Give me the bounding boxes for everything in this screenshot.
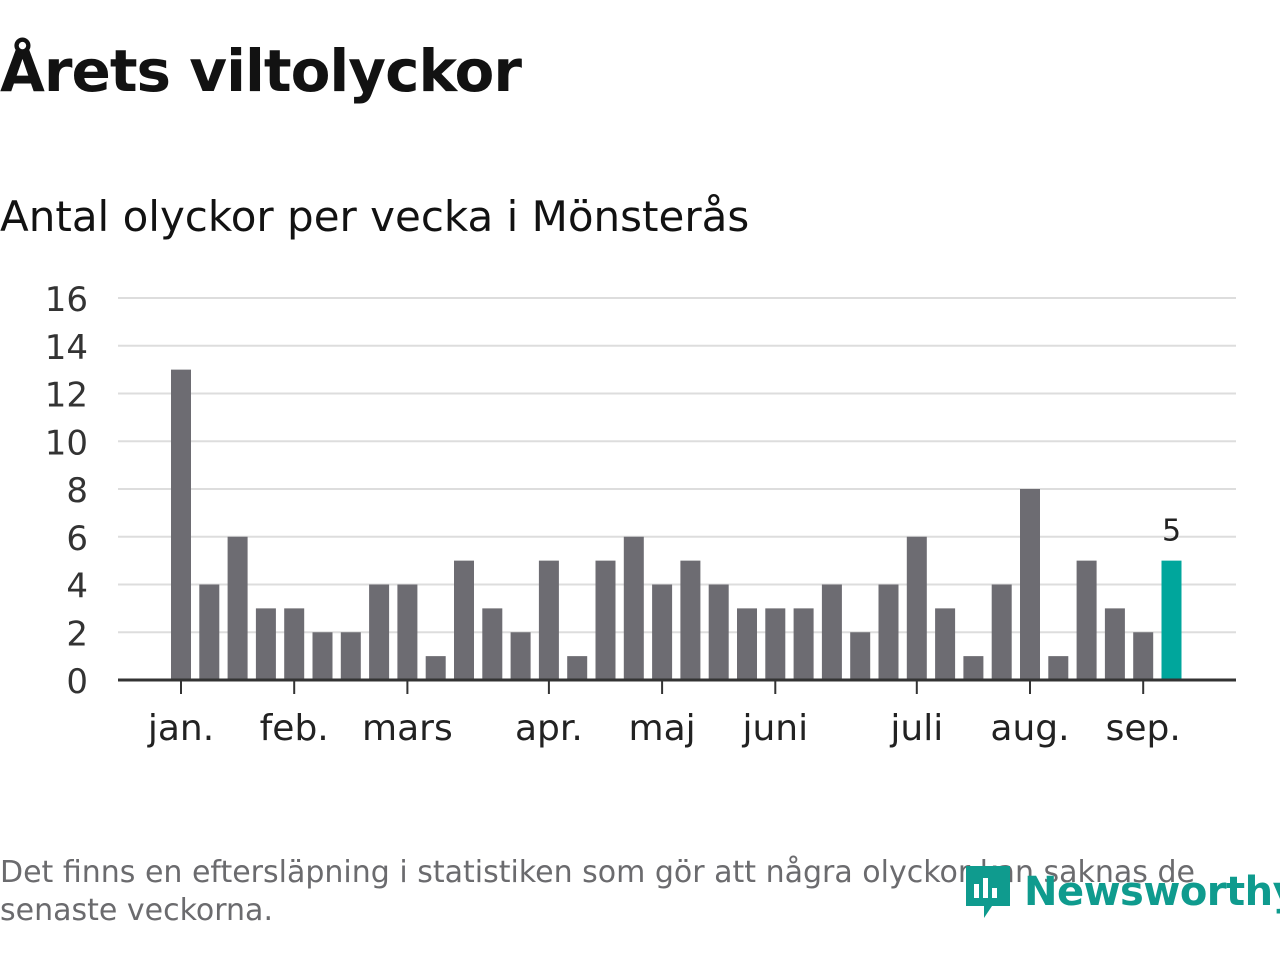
y-tick-label: 12	[45, 376, 88, 416]
y-tick-label: 16	[45, 280, 88, 320]
x-tick-label: juli	[889, 708, 943, 749]
data-label: 5	[1162, 514, 1181, 549]
bar	[963, 656, 984, 680]
x-tick-label: juni	[741, 708, 808, 749]
chart-title: Årets viltolyckor	[0, 37, 522, 105]
y-tick-label: 8	[66, 471, 88, 511]
bar	[652, 584, 673, 680]
bar	[171, 369, 191, 680]
bar	[340, 632, 361, 680]
bar	[793, 608, 814, 680]
x-tick-label: feb.	[260, 708, 329, 749]
bar-highlight	[1161, 560, 1182, 680]
bar	[1104, 608, 1125, 680]
y-tick-label: 0	[66, 662, 88, 702]
bar	[595, 560, 616, 680]
bar	[369, 584, 390, 680]
newsworthy-logo: Newsworthy	[962, 860, 1280, 924]
bar	[312, 632, 333, 680]
bar	[623, 536, 644, 680]
bar	[510, 632, 531, 680]
bar	[397, 584, 418, 680]
chart-subtitle: Antal olyckor per vecka i Mönsterås	[0, 192, 750, 241]
bar	[1048, 656, 1069, 680]
y-tick-label: 6	[66, 519, 88, 559]
bar	[737, 608, 757, 680]
y-tick-label: 14	[45, 328, 88, 368]
bar	[991, 584, 1012, 680]
newsworthy-logo-icon	[966, 866, 1010, 918]
bar	[935, 608, 956, 680]
bar	[284, 608, 305, 680]
bar	[765, 608, 786, 680]
x-tick-label: sep.	[1106, 708, 1181, 749]
bar	[227, 536, 248, 680]
bar	[1076, 560, 1097, 680]
bar	[454, 560, 474, 680]
x-tick-label: mars	[362, 708, 453, 749]
y-tick-label: 2	[66, 614, 88, 654]
logo-text: Newsworthy	[1024, 869, 1280, 915]
x-tick-label: maj	[629, 708, 696, 749]
bar	[1133, 632, 1154, 680]
bar	[850, 632, 871, 680]
x-tick-label: jan.	[147, 708, 214, 749]
x-tick-label: apr.	[515, 708, 583, 749]
x-tick-label: aug.	[990, 708, 1069, 749]
bar-chart: 0 2 4 6 8 10 12 14 16 5 jan. feb. mars apr. maj juni jul…	[45, 280, 1236, 749]
y-tick-label: 10	[45, 423, 88, 463]
bar	[821, 584, 842, 680]
bar	[255, 608, 276, 680]
bar	[538, 560, 559, 680]
bar	[878, 584, 899, 680]
bar	[199, 584, 220, 680]
bar	[482, 608, 503, 680]
bar	[567, 656, 588, 680]
bar	[425, 656, 446, 680]
bar	[680, 560, 701, 680]
y-tick-label: 4	[66, 567, 88, 607]
bar	[1020, 489, 1040, 680]
bar	[906, 536, 927, 680]
bar	[708, 584, 729, 680]
